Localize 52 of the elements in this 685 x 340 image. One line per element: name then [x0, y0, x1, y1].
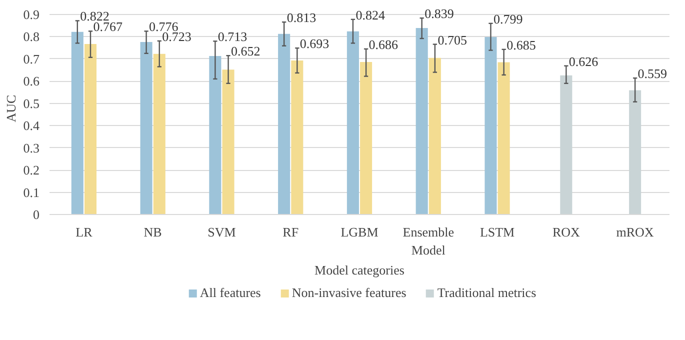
x-tick-label: LSTM	[480, 224, 516, 240]
x-tick-label: NB	[144, 224, 162, 240]
y-tick-label: 0.4	[23, 118, 40, 134]
data-label: 0.799	[493, 11, 523, 26]
x-tick-label: LGBM	[340, 224, 379, 240]
bar	[484, 36, 497, 214]
y-axis-title: AUC	[3, 94, 18, 122]
data-label: 0.839	[424, 6, 454, 22]
x-tick-label: mROX	[616, 224, 654, 240]
bar	[629, 90, 642, 214]
x-tick-label: SVM	[208, 224, 236, 240]
bar	[291, 60, 304, 214]
bar	[560, 75, 572, 214]
data-label: 0.693	[300, 36, 330, 52]
x-axis-title: Model categories	[314, 262, 404, 278]
data-label: 0.652	[231, 44, 260, 59]
y-tick-label: 0.6	[23, 74, 40, 89]
x-tick-label: LR	[76, 224, 93, 240]
y-tick-label: 0.2	[23, 162, 40, 178]
bar	[278, 34, 290, 214]
data-label: 0.685	[506, 37, 536, 52]
y-tick-label: 0.9	[23, 7, 40, 22]
data-label: 0.713	[218, 29, 248, 44]
bar	[346, 31, 359, 214]
data-label: 0.824	[356, 7, 386, 22]
bar	[498, 62, 510, 214]
legend-label: All features	[200, 285, 261, 301]
data-label: 0.686	[368, 36, 399, 52]
bar	[140, 42, 152, 214]
bar	[360, 62, 372, 214]
data-label: 0.626	[568, 54, 599, 69]
y-tick-label: 0.7	[23, 51, 40, 66]
bar	[209, 56, 222, 214]
bar	[71, 32, 84, 214]
y-tick-label: 0.1	[23, 184, 40, 200]
x-tick-label: ROX	[552, 224, 580, 240]
legend-label: Non-invasive features	[292, 285, 406, 301]
bar	[428, 58, 441, 214]
y-tick-label: 0.8	[23, 29, 40, 44]
data-label: 0.559	[638, 66, 668, 82]
x-tick-label: Ensemble Model	[402, 224, 454, 258]
bar	[153, 54, 166, 214]
bar	[222, 70, 234, 214]
bar	[84, 44, 97, 214]
x-tick-label: RF	[282, 224, 299, 240]
y-tick-label: 0.5	[23, 96, 40, 111]
y-tick-label: 0.3	[23, 140, 40, 156]
legend-label: Traditional metrics	[437, 285, 536, 301]
data-label: 0.813	[286, 10, 316, 26]
data-label: 0.705	[438, 32, 467, 48]
bar	[416, 28, 428, 214]
y-tick-label: 0	[33, 207, 40, 222]
